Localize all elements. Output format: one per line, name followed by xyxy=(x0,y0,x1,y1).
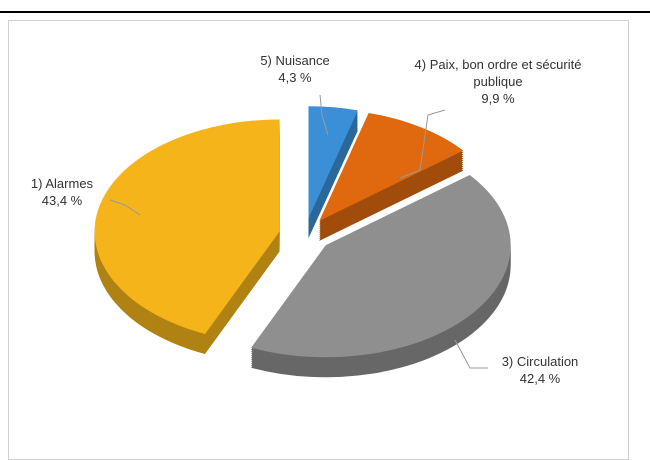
category-label: 5) Nuisance xyxy=(260,53,330,68)
category-label: 3) Circulation xyxy=(501,354,579,369)
data-label: 3) Circulation 42,4 % xyxy=(475,353,605,387)
value-label: 4,3 % xyxy=(278,70,312,85)
leader-line xyxy=(109,199,141,216)
leader-line xyxy=(454,339,488,369)
slice xyxy=(94,119,280,335)
value-label: 42,4 % xyxy=(519,371,561,386)
data-label: 1) Alarmes 43,4 % xyxy=(7,175,117,209)
data-label: 5) Nuisance 4,3 % xyxy=(245,52,345,86)
leader-line xyxy=(399,109,446,179)
pie xyxy=(94,106,511,378)
value-label: 43,4 % xyxy=(41,193,83,208)
slice xyxy=(251,174,511,358)
category-label: 4) Paix, bon ordre et sécurité publique xyxy=(414,57,582,89)
leader-lines xyxy=(109,94,488,369)
data-label: 4) Paix, bon ordre et sécurité publique 9… xyxy=(403,56,593,107)
category-label: 1) Alarmes xyxy=(30,176,94,191)
slice xyxy=(319,112,464,221)
slice xyxy=(308,106,358,219)
leader-line xyxy=(319,94,329,136)
value-label: 9,9 % xyxy=(481,91,515,106)
